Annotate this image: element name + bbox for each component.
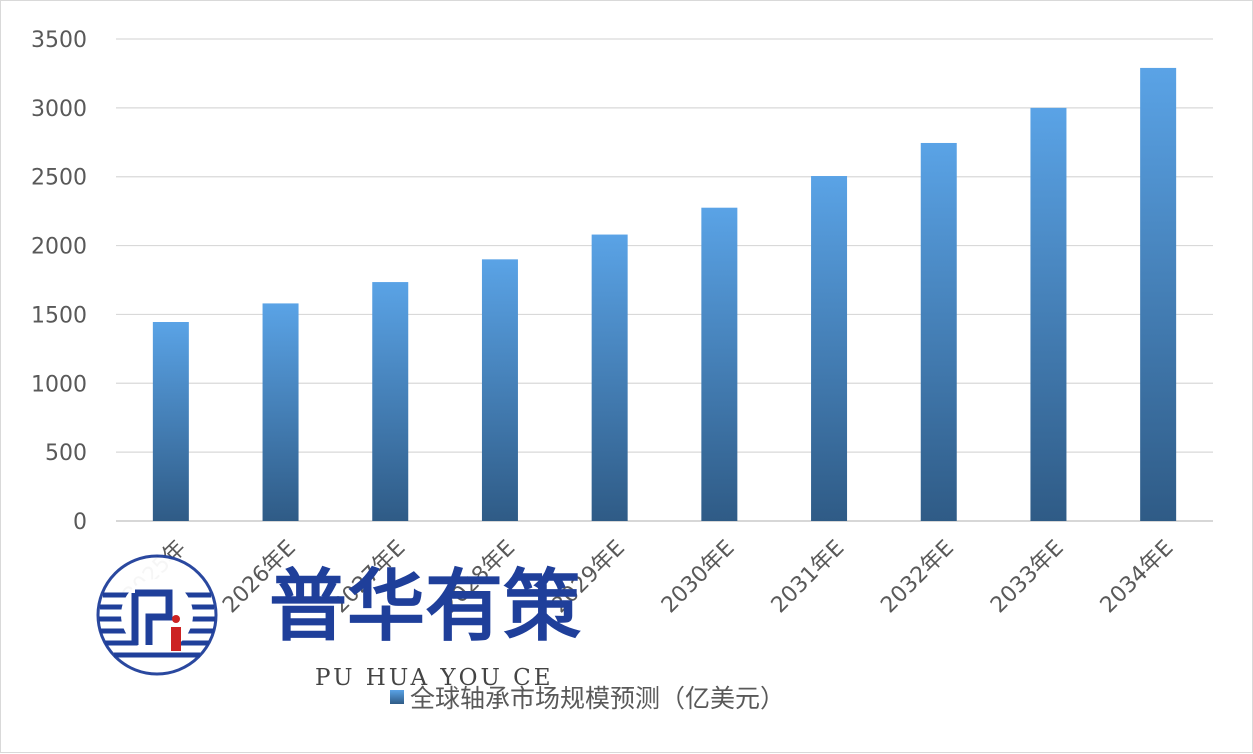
- watermark-chinese: 普华有策: [269, 562, 581, 652]
- bar: [1030, 107, 1067, 521]
- x-tick-label: 2033年E: [986, 536, 1069, 619]
- x-tick-label: 2032年E: [876, 536, 959, 619]
- bar: [591, 234, 628, 521]
- x-tick-label: 2030年E: [657, 536, 740, 619]
- x-tick-label: 2031年E: [767, 536, 850, 619]
- bars: [152, 67, 1177, 522]
- y-tick-label: 1000: [31, 372, 87, 397]
- bar: [262, 303, 299, 521]
- y-tick-label: 2000: [31, 235, 87, 260]
- bar: [920, 142, 957, 521]
- y-axis-ticks: 0 500 1000 1500 2000 2500 3000 3500: [31, 28, 87, 535]
- y-tick-label: 3500: [31, 28, 87, 53]
- legend-swatch: [390, 690, 404, 704]
- watermark-logo: 普华有策 PU HUA YOU CE: [96, 554, 581, 691]
- y-tick-label: 1500: [31, 303, 87, 328]
- bar: [152, 322, 189, 521]
- watermark-emblem: [96, 554, 218, 676]
- y-tick-label: 500: [45, 441, 87, 466]
- legend-label: 全球轴承市场规模预测（亿美元）: [410, 684, 785, 713]
- legend: 全球轴承市场规模预测（亿美元）: [390, 684, 785, 713]
- bar: [372, 282, 409, 521]
- y-tick-label: 0: [73, 510, 87, 535]
- bar: [701, 207, 738, 521]
- x-tick-label: 2034年E: [1096, 536, 1179, 619]
- bar: [811, 176, 848, 522]
- watermark-pinyin: PU HUA YOU CE: [315, 665, 554, 691]
- gridlines: [116, 38, 1213, 522]
- bar: [481, 259, 518, 521]
- bar: [1140, 67, 1177, 522]
- y-tick-label: 2500: [31, 166, 87, 191]
- y-tick-label: 3000: [31, 97, 87, 122]
